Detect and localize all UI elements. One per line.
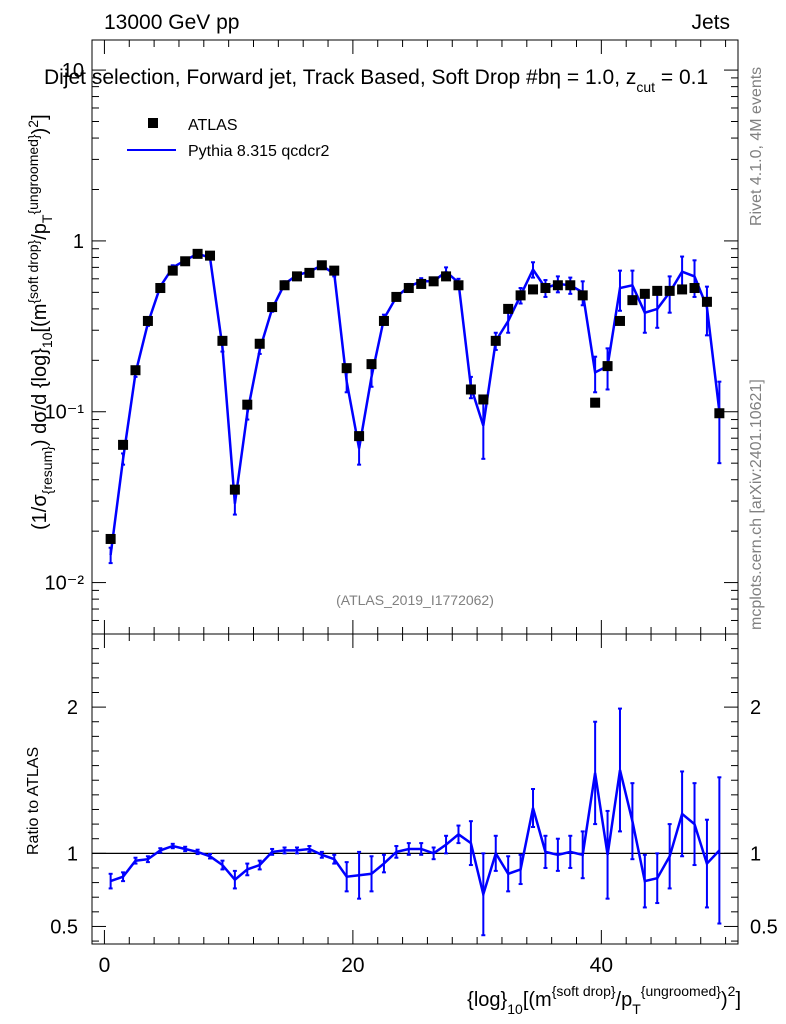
- atlas-point: [614, 315, 625, 326]
- rivet-version-label: Rivet 4.1.0, 4M events: [748, 67, 765, 226]
- atlas-point: [180, 256, 191, 267]
- atlas-point: [453, 280, 464, 291]
- main-ytick-label: 1: [73, 231, 84, 253]
- atlas-point: [155, 283, 166, 294]
- plot-title-sub: cut: [636, 79, 655, 95]
- atlas-point: [714, 408, 725, 419]
- main-ytick-label: 10⁻¹: [45, 402, 85, 424]
- atlas-point: [267, 302, 278, 313]
- legend-label-pythia: Pythia 8.315 qcdcr2: [188, 143, 330, 160]
- atlas-point: [378, 315, 389, 326]
- atlas-point: [242, 399, 253, 410]
- atlas-point: [540, 283, 551, 294]
- x-axis-label: {log}10[(m{soft drop}/pT{ungroomed})2]: [467, 983, 741, 1017]
- atlas-point: [217, 335, 228, 346]
- ratio-ytick-label-left: 0.5: [50, 916, 78, 938]
- atlas-point: [229, 484, 240, 495]
- atlas-point: [316, 260, 327, 271]
- atlas-point: [565, 280, 576, 291]
- atlas-point: [354, 431, 365, 442]
- atlas-point: [118, 439, 129, 450]
- atlas-point: [403, 283, 414, 294]
- atlas-point: [105, 533, 116, 544]
- atlas-point: [329, 265, 340, 276]
- main-axis-ticks: 10⁻² 10⁻¹ 1 10: [45, 40, 738, 635]
- xtick-label: 40: [590, 954, 613, 977]
- atlas-point: [416, 278, 427, 289]
- atlas-point: [528, 284, 539, 295]
- atlas-point: [366, 359, 377, 370]
- atlas-point: [515, 290, 526, 301]
- ratio-ytick-label-left: 1: [67, 843, 78, 865]
- atlas-point: [490, 335, 501, 346]
- atlas-point: [652, 285, 663, 296]
- atlas-point: [478, 394, 489, 405]
- atlas-point: [590, 397, 601, 408]
- atlas-point: [465, 384, 476, 395]
- atlas-point: [391, 291, 402, 302]
- analysis-id-watermark: (ATLAS_2019_I1772062): [336, 592, 494, 608]
- atlas-point: [552, 280, 563, 291]
- atlas-point: [577, 290, 588, 301]
- atlas-point: [304, 267, 315, 278]
- xtick-label: 20: [341, 954, 364, 977]
- legend: ATLAS Pythia 8.315 qcdcr2: [127, 117, 330, 160]
- ratio-ytick-label-left: 2: [67, 697, 78, 719]
- ratio-axis-ticks: 0.5 0.51 12 20 20 40: [50, 634, 778, 977]
- main-ytick-label: 10⁻²: [45, 573, 85, 595]
- main-panel: 10⁻² 10⁻¹ 1 10 (ATLAS_2019_I1772062) Dijet …: [25, 39, 739, 635]
- atlas-point: [627, 295, 638, 306]
- energy-label: 13000 GeV pp: [104, 11, 239, 34]
- legend-marker-atlas: [148, 118, 158, 128]
- atlas-point: [664, 285, 675, 296]
- main-data: [105, 248, 725, 565]
- ratio-frame: [91, 633, 739, 945]
- atlas-point: [254, 338, 265, 349]
- ratio-ytick-label-right: 0.5: [750, 916, 778, 938]
- atlas-point: [441, 271, 452, 282]
- atlas-point: [602, 361, 613, 372]
- atlas-point: [167, 265, 178, 276]
- legend-label-atlas: ATLAS: [188, 117, 238, 134]
- atlas-point: [142, 315, 153, 326]
- atlas-point: [639, 288, 650, 299]
- atlas-point: [677, 284, 688, 295]
- ratio-y-axis-label: Ratio to ATLAS: [25, 747, 42, 855]
- ratio-ytick-label-right: 1: [750, 843, 761, 865]
- atlas-point: [341, 363, 352, 374]
- ratio-ytick-label-right: 2: [750, 697, 761, 719]
- atlas-point: [701, 296, 712, 307]
- ratio-data: [92, 707, 738, 937]
- mcplots-label: mcplots.cern.ch [arXiv:2401.10621]: [748, 379, 765, 630]
- atlas-point: [279, 280, 290, 291]
- atlas-point: [130, 365, 141, 376]
- pythia-line: [109, 252, 721, 556]
- ratio-line: [110, 769, 721, 900]
- atlas-point: [205, 250, 216, 261]
- main-ytick-label: 10: [62, 60, 84, 82]
- atlas-point: [428, 276, 439, 287]
- atlas-point: [503, 303, 514, 314]
- plot-title: Dijet selection, Forward jet, Track Base…: [44, 66, 708, 95]
- main-y-axis-label: (1/σ{resum}) dσ/d {log}10[(m{soft drop}/…: [25, 114, 55, 530]
- ratio-panel: 0.5 0.51 12 20 20 40 Ratio to ATLAS {log}10[(…: [25, 633, 778, 1017]
- atlas-point: [291, 271, 302, 282]
- atlas-point: [689, 283, 700, 294]
- plot-title-main: Dijet selection, Forward jet, Track Base…: [44, 66, 636, 89]
- category-label: Jets: [691, 11, 730, 34]
- xtick-label: 0: [99, 954, 111, 977]
- plot-title-tail: = 0.1: [655, 66, 708, 89]
- atlas-point: [192, 248, 203, 259]
